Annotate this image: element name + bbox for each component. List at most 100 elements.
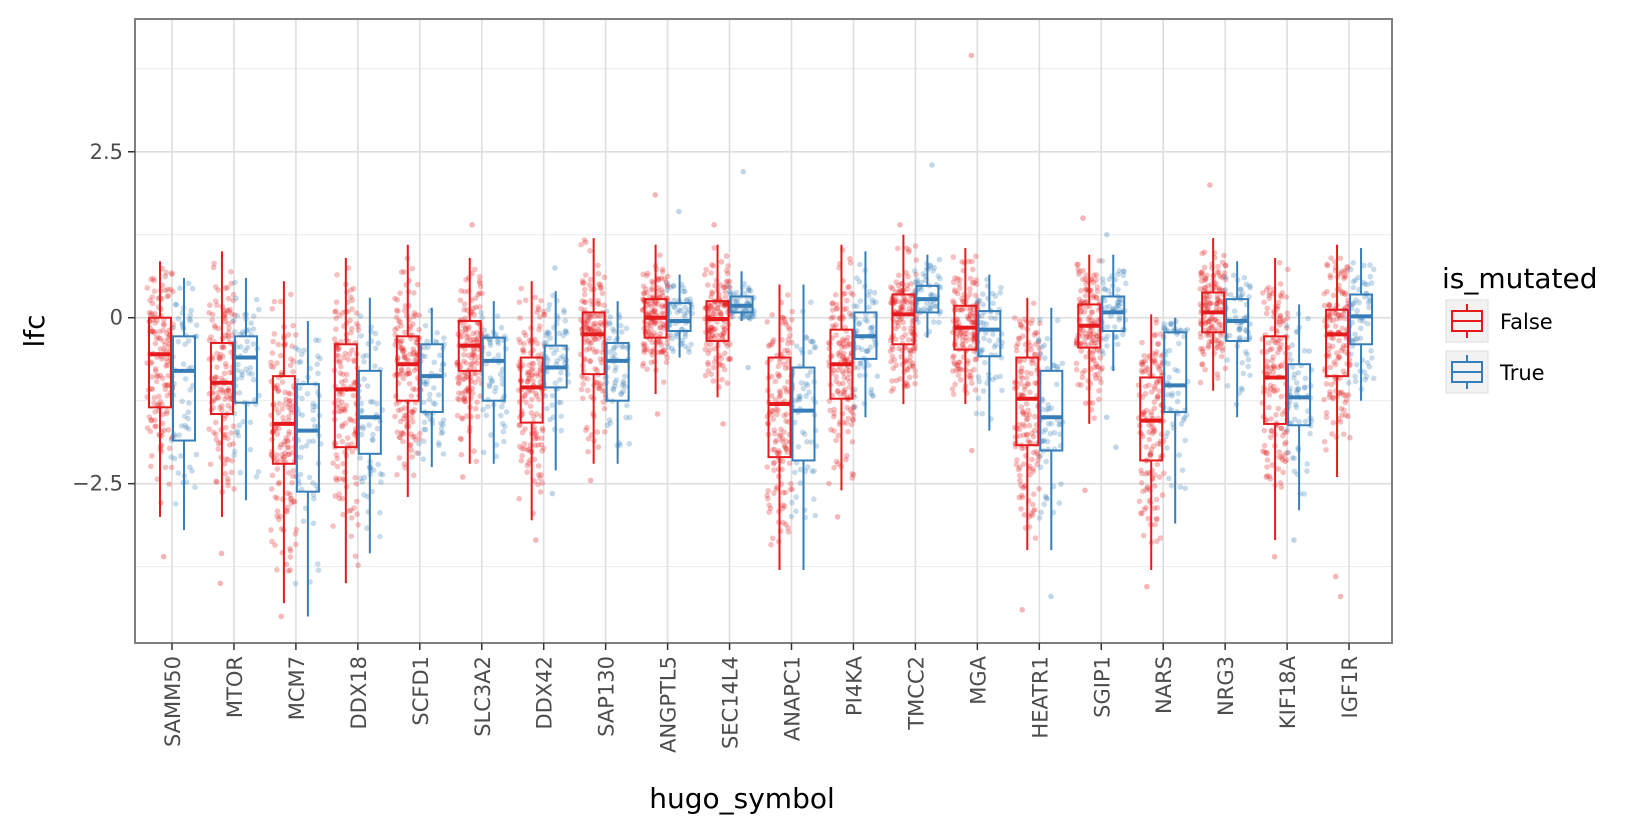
data-point	[315, 561, 321, 567]
data-point	[935, 273, 941, 280]
data-point	[541, 312, 547, 318]
data-point	[1018, 404, 1025, 410]
data-point	[644, 299, 650, 305]
data-point	[804, 464, 811, 470]
data-point	[582, 239, 589, 246]
data-point	[165, 341, 172, 347]
data-point	[867, 344, 874, 351]
data-point	[1201, 264, 1208, 271]
data-point	[1343, 397, 1350, 403]
data-point	[1152, 358, 1158, 364]
data-point	[856, 321, 862, 328]
data-point	[624, 402, 630, 409]
data-point	[622, 383, 628, 390]
data-point	[286, 398, 293, 404]
data-point	[844, 367, 850, 373]
data-point	[499, 420, 506, 427]
data-point	[846, 367, 852, 374]
data-point	[551, 350, 557, 357]
data-point	[350, 285, 357, 292]
data-point	[956, 285, 963, 292]
data-point	[1090, 294, 1096, 301]
data-point	[888, 284, 894, 290]
data-point	[1335, 311, 1342, 318]
data-point	[969, 331, 975, 337]
data-point	[149, 453, 155, 459]
data-point	[1091, 348, 1097, 354]
data-point	[1086, 334, 1093, 341]
data-point	[971, 306, 977, 313]
data-point	[185, 426, 192, 432]
data-point	[427, 391, 433, 398]
data-point	[976, 378, 983, 385]
data-point	[334, 272, 340, 278]
data-point	[780, 519, 787, 526]
data-point	[295, 347, 302, 353]
data-point	[873, 299, 879, 305]
data-point	[361, 376, 368, 382]
data-point	[770, 416, 776, 423]
data-point	[919, 279, 925, 286]
data-point	[1219, 345, 1226, 351]
data-point	[722, 303, 729, 309]
data-point	[889, 378, 895, 384]
data-point	[1268, 428, 1275, 435]
data-point	[1139, 470, 1145, 477]
data-point	[1016, 318, 1023, 324]
data-point	[281, 454, 287, 461]
data-point	[394, 307, 400, 314]
data-point	[228, 269, 234, 275]
data-point	[1151, 383, 1158, 390]
data-point	[971, 366, 977, 373]
data-point	[403, 371, 410, 377]
data-point	[164, 382, 171, 388]
data-point	[555, 399, 562, 406]
data-point	[829, 300, 835, 307]
data-point	[537, 323, 543, 329]
data-point	[843, 356, 850, 362]
data-point	[166, 445, 173, 452]
data-point	[800, 385, 807, 392]
data-point	[594, 429, 601, 435]
data-point	[398, 345, 405, 352]
data-point	[1277, 322, 1283, 328]
data-point	[1030, 466, 1036, 472]
data-point	[464, 413, 470, 419]
data-point	[165, 286, 171, 293]
data-point	[1274, 387, 1281, 393]
data-point	[1208, 316, 1214, 322]
data-point	[658, 324, 664, 331]
data-point	[526, 446, 532, 453]
data-point	[315, 337, 322, 344]
data-point	[275, 410, 282, 416]
data-point	[1017, 477, 1023, 484]
data-point	[986, 337, 993, 344]
data-point	[290, 498, 297, 505]
data-point	[1019, 494, 1026, 501]
data-point	[1020, 461, 1027, 468]
data-point	[1284, 426, 1291, 433]
data-point	[1271, 365, 1277, 372]
data-point	[1197, 379, 1204, 386]
data-point	[424, 378, 430, 385]
data-point	[166, 481, 172, 488]
outlier-point	[1082, 487, 1088, 494]
data-point	[1239, 291, 1246, 297]
data-point	[1370, 266, 1377, 273]
data-point	[726, 283, 732, 290]
data-point	[1038, 509, 1044, 516]
data-point	[281, 441, 288, 448]
data-point	[1021, 444, 1027, 451]
data-point	[580, 381, 586, 387]
data-point	[918, 287, 925, 293]
data-point	[1152, 360, 1159, 367]
data-point	[789, 316, 795, 323]
data-point	[967, 286, 973, 292]
data-point	[783, 389, 790, 395]
data-point	[245, 370, 252, 376]
box-false-heatr1	[1015, 297, 1040, 551]
data-point	[353, 310, 360, 316]
data-point	[1025, 437, 1031, 444]
data-point	[164, 392, 171, 399]
data-point	[1293, 329, 1300, 335]
